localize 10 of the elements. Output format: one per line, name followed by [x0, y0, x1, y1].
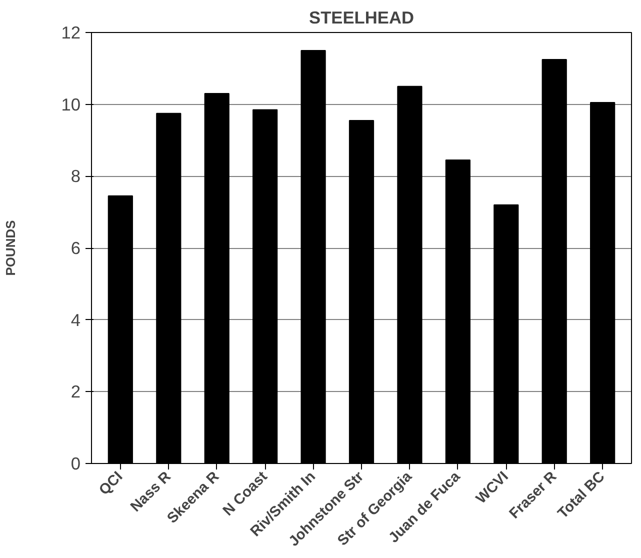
y-tick-label: 12 [61, 22, 81, 42]
y-tick-label: 6 [70, 238, 81, 258]
x-tick-label: QCI [96, 468, 126, 499]
y-tick-label: 0 [70, 454, 81, 474]
y-tick-label: 4 [70, 310, 81, 330]
y-axis-title: POUNDS [3, 220, 18, 276]
y-tick-label: 10 [61, 94, 81, 114]
y-tick-label: 2 [70, 382, 81, 402]
y-tick-label: 8 [70, 166, 81, 186]
chart-title: STEELHEAD [309, 8, 414, 28]
